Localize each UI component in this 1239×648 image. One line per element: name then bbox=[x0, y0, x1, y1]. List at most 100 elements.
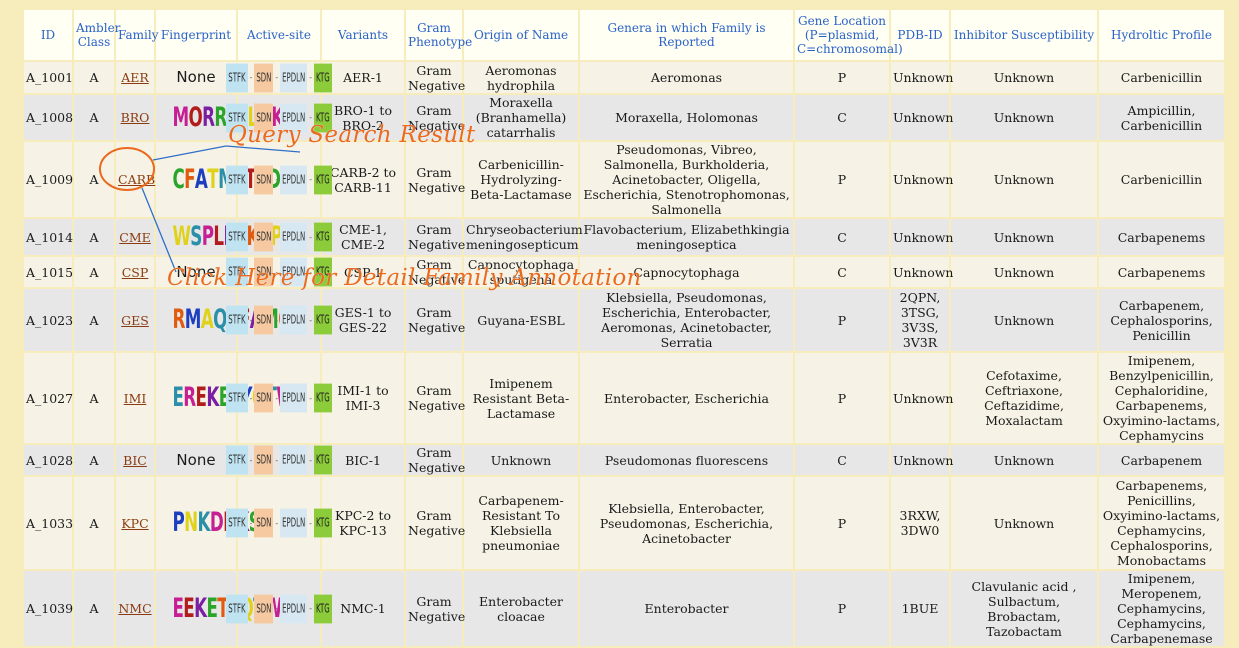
cell-gene-location: C bbox=[795, 257, 889, 287]
detail-family-annotation-label[interactable]: Click Here for Detail Family Annotation bbox=[167, 265, 642, 291]
cell-ambler-class: A bbox=[74, 142, 114, 217]
motif-block: STFK bbox=[226, 165, 248, 194]
cell-id: A_1015 bbox=[24, 257, 73, 287]
cell-ambler-class: A bbox=[74, 257, 114, 287]
family-link[interactable]: GES bbox=[121, 312, 149, 328]
cell-gene-location: C bbox=[795, 95, 889, 140]
cell-origin-of-name: Enterobacter cloacae bbox=[464, 571, 578, 646]
cell-pdb-id: 3RXW, 3DW0 bbox=[891, 477, 949, 569]
family-link[interactable]: KPC bbox=[121, 515, 149, 531]
motif-separator: - bbox=[309, 113, 312, 122]
motif-block: SDN bbox=[254, 165, 274, 194]
table-body: A_1001 A AER None STFK - SDN - EPDLN - KTG AER-1 Gra… bbox=[24, 62, 1224, 646]
col-header-gram-phenotype[interactable]: Gram Phenotype bbox=[406, 10, 472, 60]
family-link[interactable]: CME bbox=[119, 229, 151, 245]
col-header-fingerprint[interactable]: Fingerprint bbox=[156, 10, 236, 60]
table-row: A_1033AKPCPNKDDKSESTFK-SDN-EPDLN-KTGKPC-… bbox=[24, 477, 1224, 569]
motif-separator: - bbox=[309, 232, 312, 242]
motif-separator: - bbox=[249, 518, 253, 528]
family-link[interactable]: NMC bbox=[118, 601, 152, 616]
cell-family: BRO bbox=[116, 95, 154, 140]
cell-pdb-id: 1BUE bbox=[891, 571, 949, 646]
cell-family: CSP bbox=[116, 257, 154, 287]
motif-separator: - bbox=[275, 73, 279, 82]
motif-separator: - bbox=[275, 393, 279, 403]
family-link[interactable]: IMI bbox=[123, 390, 147, 406]
motif-separator: - bbox=[275, 232, 279, 242]
motif-separator: - bbox=[275, 604, 279, 613]
family-link[interactable]: CARB bbox=[118, 172, 156, 187]
col-header-pdb-id[interactable]: PDB-ID bbox=[891, 10, 949, 60]
col-header-family[interactable]: Family bbox=[116, 10, 159, 60]
col-header-inhibitor-susceptibility[interactable]: Inhibitor Susceptibility bbox=[951, 10, 1097, 60]
cell-ambler-class: A bbox=[74, 95, 114, 140]
family-link[interactable]: CSP bbox=[121, 264, 149, 280]
cell-inhibitor-susceptibility: Unknown bbox=[951, 219, 1097, 255]
fingerprint-residue: E bbox=[218, 382, 230, 413]
cell-pdb-id: 2QPN, 3TSG, 3V3S, 3V3R bbox=[891, 289, 949, 351]
family-link[interactable]: BIC bbox=[123, 452, 147, 468]
motif-block: SDN bbox=[254, 508, 274, 538]
cell-origin-of-name: Aeromonas hydrophila bbox=[464, 62, 578, 93]
fingerprint-residue: T bbox=[207, 163, 219, 195]
cell-active-site: STFK - SDN - EPDLN - KTG bbox=[226, 62, 332, 93]
cell-gram-phenotype: Gram Negative bbox=[406, 95, 465, 140]
fingerprint-residue: E bbox=[172, 592, 184, 624]
cell-pdb-id: Unknown bbox=[891, 353, 954, 443]
motif-separator: - bbox=[249, 267, 253, 277]
col-header-ambler-class[interactable]: Ambler Class bbox=[74, 10, 120, 60]
family-link[interactable]: AER bbox=[121, 70, 149, 85]
fingerprint-logo: EREKETYQTW bbox=[172, 381, 294, 415]
active-site-motif: STFK - SDN - EPDLN - KTG bbox=[226, 594, 332, 623]
cell-ambler-class: A bbox=[74, 477, 114, 569]
motif-block: KTG bbox=[313, 508, 332, 538]
col-header-active-site[interactable]: Active-site bbox=[238, 10, 320, 60]
cell-gene-location: P bbox=[795, 571, 889, 646]
fingerprint-residue: D bbox=[209, 507, 224, 538]
cell-variants: IMI-1 to IMI-3 bbox=[322, 353, 404, 443]
fingerprint-logo: RMAQRFAMC bbox=[172, 303, 290, 337]
col-header-hydrolytic-profile[interactable]: Hydroltic Profile bbox=[1099, 10, 1224, 60]
cell-family: BIC bbox=[116, 445, 154, 475]
col-header-genera[interactable]: Genera in which Family is Reported bbox=[580, 10, 793, 60]
motif-block: EPDLN bbox=[280, 257, 308, 287]
cell-variants: NMC-1 bbox=[322, 571, 404, 646]
cell-inhibitor-susceptibility: Unknown bbox=[951, 445, 1097, 475]
col-header-id[interactable]: ID bbox=[24, 10, 72, 60]
cell-origin-of-name: Carbenicillin-Hydrolyzing-Beta-Lactamase bbox=[464, 142, 578, 217]
col-header-gene-location[interactable]: Gene Location (P=plasmid, C=chromosomal) bbox=[795, 10, 903, 60]
cell-id: A_1009 bbox=[24, 142, 73, 217]
cell-hydrolytic-profile: Carbapenems bbox=[1099, 219, 1224, 255]
col-header-variants[interactable]: Variants bbox=[322, 10, 404, 60]
cell-fingerprint: CFATMTTSDN bbox=[156, 142, 294, 217]
cell-gram-phenotype: Gram Negative bbox=[406, 289, 465, 351]
fingerprint-residue: L bbox=[213, 221, 224, 252]
cell-family: IMI bbox=[116, 353, 154, 443]
col-header-origin-of-name[interactable]: Origin of Name bbox=[464, 10, 578, 60]
cell-family: KPC bbox=[116, 477, 154, 569]
cell-family: AER bbox=[116, 62, 154, 93]
motif-separator: - bbox=[309, 455, 312, 465]
motif-block: EPDLN bbox=[280, 445, 308, 475]
table-row: A_1028 A BIC None STFK - SDN - EPDLN - KTG BIC-1 Gra… bbox=[24, 445, 1224, 475]
fingerprint-residue: T bbox=[244, 163, 256, 195]
cell-variants: BRO-1 to BRO-2 bbox=[322, 95, 404, 140]
cell-inhibitor-susceptibility: Clavulanic acid , Sulbactum, Brobactam, … bbox=[951, 571, 1097, 646]
fingerprint-residue: K bbox=[197, 507, 210, 538]
cell-fingerprint: None bbox=[156, 62, 236, 93]
cell-gram-phenotype: Gram Negative bbox=[406, 477, 465, 569]
cell-pdb-id: Unknown bbox=[891, 62, 954, 93]
fingerprint-residue: E bbox=[206, 592, 218, 624]
cell-fingerprint: RMAQRFAMC bbox=[156, 289, 290, 351]
family-link[interactable]: BRO bbox=[120, 110, 150, 125]
motif-block: SDN bbox=[254, 594, 274, 623]
motif-block: KTG bbox=[313, 594, 332, 623]
motif-separator: - bbox=[309, 604, 312, 613]
motif-block: KTG bbox=[313, 383, 332, 413]
cell-id: A_1033 bbox=[24, 477, 73, 569]
cell-id: A_1008 bbox=[24, 95, 73, 140]
cell-genera: Enterobacter, Escherichia bbox=[580, 353, 793, 443]
motif-block: SDN bbox=[254, 63, 274, 92]
cell-id: A_1028 bbox=[24, 445, 73, 475]
cell-variants: KPC-2 to KPC-13 bbox=[322, 477, 404, 569]
